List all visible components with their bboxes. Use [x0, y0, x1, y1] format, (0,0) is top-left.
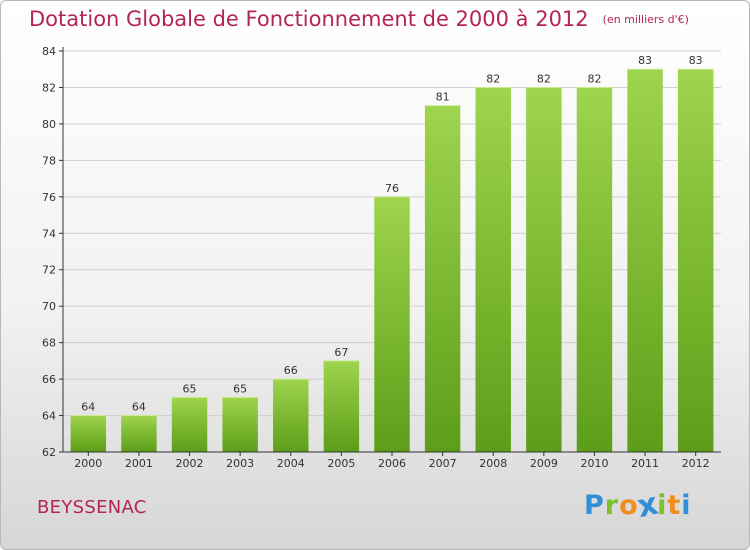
logo-letter: r	[604, 490, 620, 521]
chart-title: Dotation Globale de Fonctionnement de 20…	[29, 7, 689, 31]
y-tick-label: 84	[42, 45, 56, 58]
bar-value-label: 83	[689, 54, 703, 67]
bar-value-label: 81	[436, 91, 450, 104]
bar-value-label: 65	[183, 382, 197, 395]
bar	[475, 87, 511, 453]
logo-letter: P	[584, 490, 605, 521]
x-tick-label: 2002	[176, 457, 204, 470]
bars: 64 64 65 65 66 67 76 81 82 82 82 83 83	[70, 54, 714, 453]
y-tick-label: 66	[42, 373, 56, 386]
bar-value-label: 66	[284, 364, 298, 377]
chart-title-text: Dotation Globale de Fonctionnement de 20…	[29, 7, 589, 31]
y-tick-label: 82	[42, 81, 56, 94]
bar	[222, 397, 258, 452]
x-tick-label: 2006	[378, 457, 406, 470]
x-tick-label: 2001	[125, 457, 153, 470]
axes: 62 64 66 68 70 72 74 76 78 80 82 84 2000 2001 2002 2003…	[42, 45, 721, 470]
y-tick-label: 70	[42, 300, 56, 313]
x-tick-label: 2008	[479, 457, 507, 470]
place-name: BEYSSENAC	[37, 497, 147, 518]
logo-letter: i	[681, 490, 692, 521]
chart-subtitle: (en milliers d'€)	[602, 13, 689, 26]
bar-value-label: 65	[233, 382, 247, 395]
x-tick-label: 2007	[429, 457, 457, 470]
x-tick-label: 2000	[74, 457, 102, 470]
bar	[424, 105, 461, 452]
bar-value-label: 82	[537, 72, 551, 85]
bar-value-label: 76	[385, 182, 399, 195]
bar	[526, 87, 562, 453]
x-tick-label: 2003	[226, 457, 254, 470]
logo-letter: o	[619, 490, 639, 521]
bar-value-label: 64	[81, 401, 95, 414]
bar-value-label: 82	[587, 72, 601, 85]
x-tick-label: 2004	[277, 457, 305, 470]
y-tick-label: 76	[42, 191, 56, 204]
bar-value-label: 83	[638, 54, 652, 67]
bar	[121, 415, 157, 452]
logo-letter: i	[657, 490, 668, 521]
y-tick-label: 64	[42, 410, 56, 423]
x-tick-label: 2012	[682, 457, 710, 470]
bar	[171, 397, 208, 452]
x-tick-label: 2010	[580, 457, 608, 470]
y-tick-label: 72	[42, 264, 56, 277]
bar-value-label: 67	[334, 346, 348, 359]
bar	[576, 87, 613, 453]
x-tick-label: 2011	[631, 457, 659, 470]
y-tick-label: 74	[42, 227, 56, 240]
x-tick-label: 2009	[530, 457, 558, 470]
bar	[677, 69, 714, 453]
bar-value-label: 64	[132, 401, 146, 414]
bar	[374, 196, 410, 452]
bar	[70, 415, 107, 452]
x-tick-label: 2005	[327, 457, 355, 470]
y-tick-label: 68	[42, 337, 56, 350]
proxiti-logo[interactable]: Proxiti	[584, 486, 692, 525]
y-tick-label: 78	[42, 154, 56, 167]
y-tick-label: 62	[42, 446, 56, 459]
bar	[273, 379, 309, 452]
y-tick-label: 80	[42, 118, 56, 131]
bar-value-label: 82	[486, 72, 500, 85]
bar	[323, 360, 360, 452]
bar	[627, 69, 663, 453]
logo-letter: t	[667, 490, 682, 521]
